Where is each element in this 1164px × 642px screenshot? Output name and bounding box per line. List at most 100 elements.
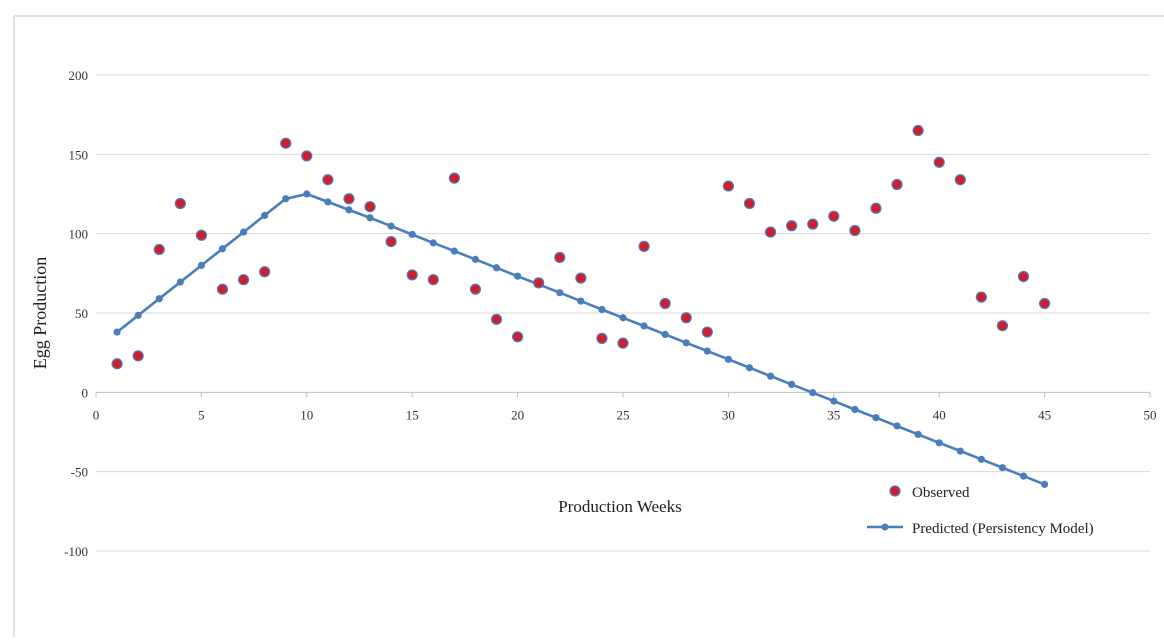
predicted-point	[408, 230, 416, 239]
predicted-point	[745, 364, 754, 372]
y-tick-label: -100	[64, 544, 88, 559]
y-tick-label: -50	[71, 465, 88, 480]
x-tick-label: 45	[1038, 407, 1051, 422]
observed-point	[343, 193, 355, 205]
y-tick-label: 150	[69, 147, 89, 162]
observed-point	[954, 174, 966, 186]
predicted-point	[282, 195, 290, 203]
x-tick-label: 50	[1144, 407, 1157, 422]
predicted-point	[324, 198, 332, 206]
observed-point	[617, 337, 629, 349]
observed-point	[701, 326, 713, 338]
tick-label-layer: -100 -50 0 50 100 150 200 0 5 10 15 20 25 30 35 40 45 50	[64, 68, 1156, 559]
observed-point	[891, 178, 903, 191]
predicted-point	[956, 447, 964, 455]
predicted-point	[303, 190, 311, 198]
observed-point	[237, 274, 250, 286]
predicted-point	[176, 278, 184, 286]
legend-predicted-marker	[881, 523, 889, 531]
predicted-point	[1041, 480, 1049, 488]
legend-observed-marker	[889, 485, 901, 497]
predicted-point	[113, 328, 121, 336]
observed-point	[975, 291, 987, 303]
predicted-point	[766, 372, 775, 380]
observed-point	[533, 277, 545, 289]
predicted-point	[471, 255, 480, 263]
observed-point	[912, 124, 924, 137]
observed-point	[1038, 297, 1051, 310]
observed-point	[659, 297, 671, 310]
y-tick-label: 50	[75, 306, 88, 321]
legend: Observed Predicted (Persistency Model)	[867, 485, 1094, 537]
y-tick-label: 0	[82, 385, 89, 400]
observed-point	[1017, 270, 1030, 283]
predicted-point	[197, 261, 205, 269]
predicted-point	[935, 439, 943, 447]
observed-point	[427, 274, 439, 286]
predicted-point	[872, 414, 880, 422]
predicted-point	[239, 228, 248, 236]
predicted-point	[661, 330, 669, 339]
predicted-point	[682, 339, 690, 347]
x-tick-label: 30	[722, 407, 735, 422]
predicted-series-line	[116, 192, 1046, 486]
y-axis-title: Egg Production	[30, 257, 50, 370]
predicted-point	[724, 355, 733, 363]
observed-point	[807, 218, 819, 230]
predicted-point	[450, 247, 458, 255]
x-tick-label: 40	[933, 407, 946, 422]
x-axis-title: Production Weeks	[558, 497, 681, 516]
observed-point	[764, 226, 777, 238]
x-tick-label: 0	[93, 407, 100, 422]
predicted-point	[345, 206, 353, 214]
y-tick-label: 200	[69, 68, 89, 83]
observed-point	[153, 243, 165, 256]
x-tick-label: 5	[198, 407, 205, 422]
predicted-point	[218, 245, 227, 253]
observed-point	[554, 251, 566, 264]
observed-point	[301, 150, 313, 162]
observed-point	[933, 156, 945, 168]
observed-point	[849, 224, 861, 237]
observed-point	[490, 313, 503, 325]
predicted-point	[556, 289, 564, 297]
predicted-point	[598, 305, 606, 314]
predicted-point	[893, 422, 901, 430]
observed-point	[511, 331, 524, 343]
predicted-point	[703, 347, 711, 355]
predicted-point	[914, 430, 922, 438]
predicted-point	[366, 214, 374, 222]
observed-point	[216, 283, 229, 295]
observed-point	[996, 320, 1009, 332]
observed-point	[111, 358, 123, 370]
observed-point	[259, 266, 271, 278]
x-tick-label: 10	[300, 407, 313, 422]
observed-point	[870, 202, 882, 214]
observed-point	[280, 137, 292, 149]
observed-point	[132, 350, 144, 362]
predicted-point	[577, 297, 585, 305]
predicted-point	[492, 264, 501, 272]
observed-point	[743, 197, 756, 210]
observed-point	[195, 229, 207, 241]
predicted-point	[514, 272, 522, 280]
predicted-point	[387, 222, 395, 230]
y-tick-label: 100	[69, 227, 89, 242]
predicted-point	[134, 311, 142, 319]
legend-predicted-label: Predicted (Persistency Model)	[912, 521, 1094, 537]
observed-point	[364, 201, 376, 213]
predicted-point	[851, 405, 859, 414]
predicted-point	[429, 239, 437, 247]
predicted-point	[1019, 472, 1028, 480]
observed-point	[575, 272, 587, 284]
observed-point	[385, 236, 397, 248]
x-tick-label: 35	[827, 407, 840, 422]
observed-point	[174, 197, 186, 210]
x-tick-label: 20	[511, 407, 524, 422]
predicted-point	[788, 380, 796, 388]
observed-point	[322, 174, 334, 186]
observed-point	[722, 180, 735, 192]
x-tick-label: 15	[406, 407, 419, 422]
predicted-point	[998, 464, 1007, 472]
